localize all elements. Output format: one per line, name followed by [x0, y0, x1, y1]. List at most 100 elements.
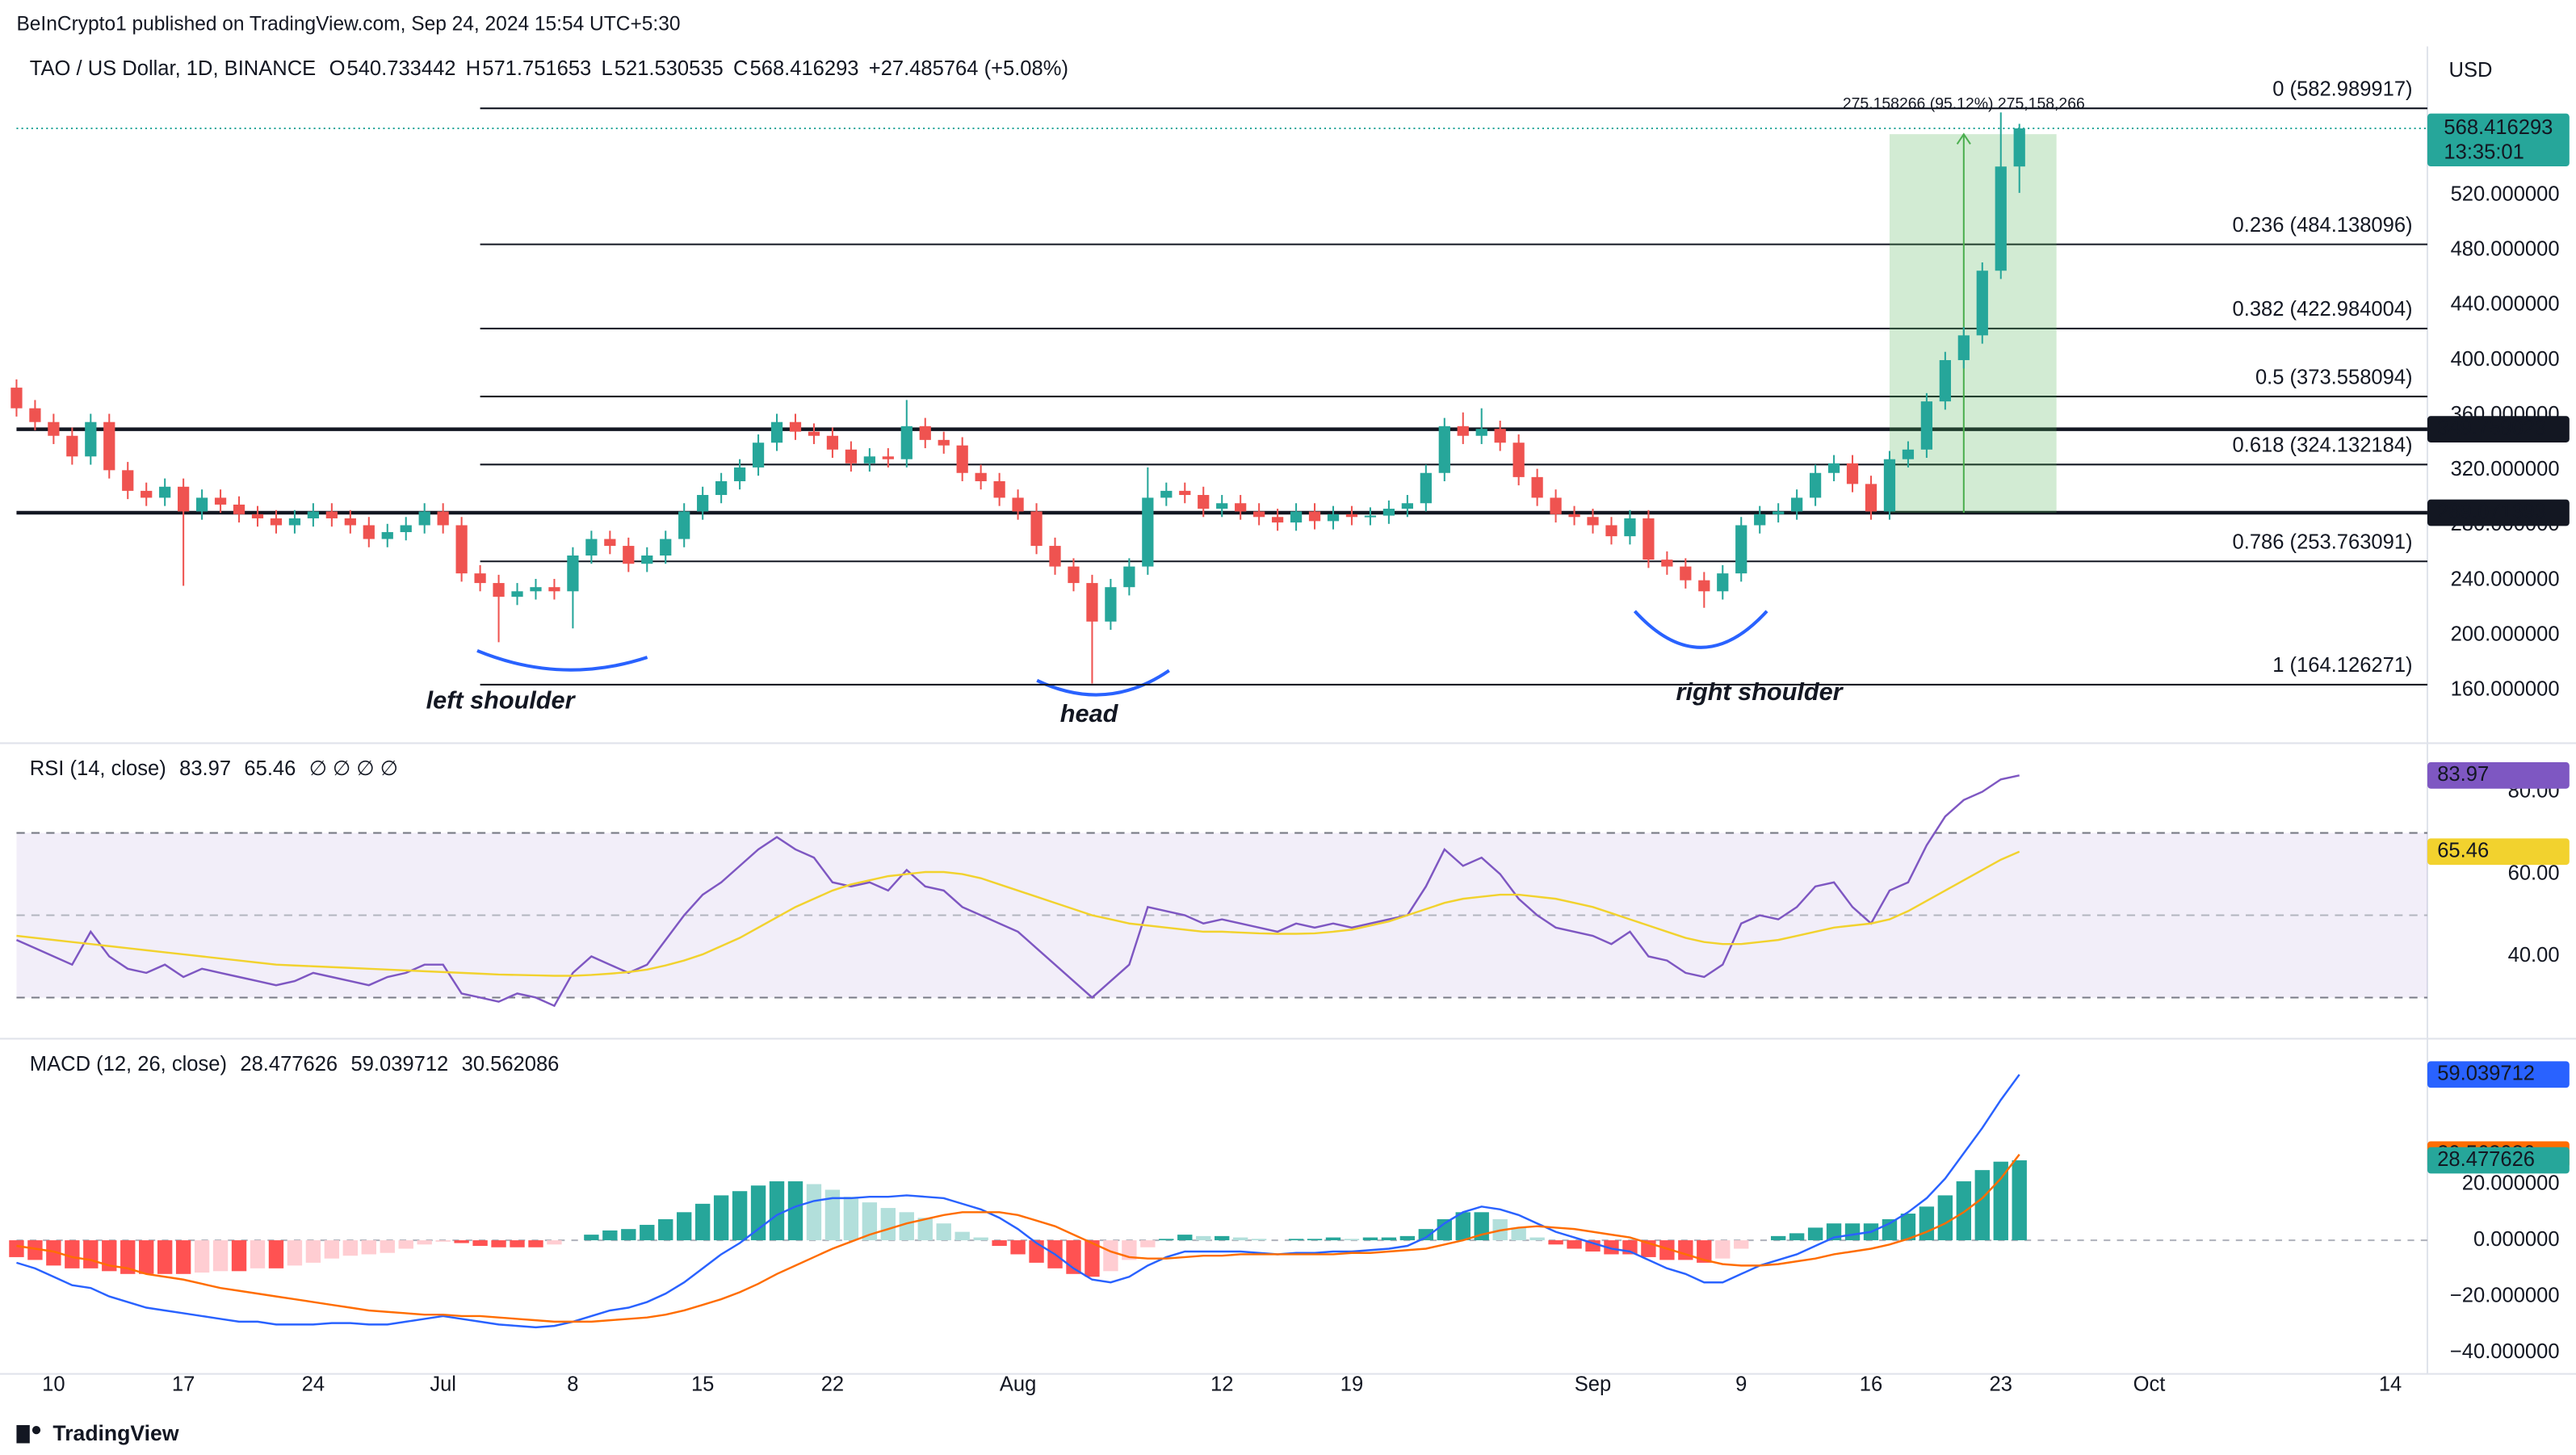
legend-text: +27.485764 (+5.08%)	[869, 57, 1068, 80]
histogram-bar	[1010, 1240, 1026, 1255]
histogram-bar	[120, 1240, 136, 1274]
candle-body	[623, 546, 635, 564]
histogram-bar	[899, 1212, 914, 1241]
histogram-bar	[1993, 1161, 2008, 1241]
fib-label: 0.382 (422.984004)	[2233, 298, 2413, 321]
x-tick-label: 10	[42, 1373, 65, 1396]
histogram-bar	[212, 1240, 229, 1272]
histogram-bar	[2012, 1160, 2027, 1241]
level-tag-bg	[2427, 416, 2570, 442]
measure-box	[1889, 134, 2057, 514]
x-tick-label: Oct	[2133, 1373, 2166, 1396]
histogram-bar	[1900, 1214, 1916, 1241]
legend-text: 59.039712	[350, 1053, 448, 1076]
candle-body	[1253, 511, 1265, 518]
histogram-bar	[324, 1240, 340, 1259]
candle-body	[548, 587, 560, 592]
histogram-bar	[584, 1235, 599, 1241]
histogram-bar	[472, 1240, 488, 1247]
candle-body	[993, 480, 1005, 498]
x-tick-label: 16	[1860, 1373, 1882, 1396]
candle-body	[66, 435, 78, 457]
indicator-line	[15, 774, 2020, 1008]
y-tick-label: 160.000000	[2451, 678, 2560, 701]
candle-body	[1457, 426, 1469, 436]
histogram-bar	[1196, 1235, 1211, 1241]
fib-label: 0 (582.989917)	[2272, 78, 2412, 100]
y-tick-label: 320.000000	[2451, 458, 2560, 480]
pattern-label: right shoulder	[1676, 678, 1844, 706]
histogram-bar	[139, 1240, 154, 1274]
histogram-bar	[1697, 1240, 1712, 1263]
candle-body	[1068, 566, 1080, 584]
candle-body	[938, 439, 950, 446]
histogram-bar	[1659, 1240, 1675, 1260]
histogram-bar	[1734, 1240, 1749, 1249]
histogram-bar	[917, 1218, 933, 1241]
candle-body	[103, 421, 115, 471]
current-price-tag: 568.416293	[2444, 116, 2553, 139]
legend-text: 30.562086	[462, 1053, 560, 1076]
histogram-bar	[1140, 1240, 1156, 1247]
legend-text: L	[602, 57, 613, 80]
indicator-tag-bg	[2427, 1147, 2570, 1174]
level-tag: 349.759023	[2437, 417, 2546, 439]
pattern-arc	[1036, 669, 1170, 697]
histogram-bar	[510, 1240, 525, 1247]
histogram-bar	[1215, 1235, 1230, 1241]
candle-body	[251, 514, 264, 518]
candle-body	[159, 486, 171, 498]
candle-body	[660, 539, 672, 556]
histogram-bar	[342, 1240, 359, 1256]
y-tick-label: 440.000000	[2451, 293, 2560, 316]
x-tick-label: 22	[821, 1373, 844, 1396]
legend-text: MACD (12, 26, close)	[30, 1053, 227, 1076]
indicator-tag: 59.039712	[2437, 1063, 2535, 1085]
candle-body	[307, 511, 320, 518]
candle-body	[214, 497, 227, 505]
histogram-bar	[528, 1240, 543, 1247]
candle-body	[697, 495, 709, 512]
fib-label: 0.236 (484.138096)	[2233, 214, 2413, 237]
candle-body	[1235, 503, 1247, 512]
histogram-bar	[1678, 1240, 1693, 1260]
histogram-bar	[231, 1240, 247, 1272]
histogram-bar	[1418, 1229, 1434, 1241]
candle-body	[325, 511, 338, 518]
candle-body	[1827, 463, 1840, 473]
histogram-bar	[1325, 1237, 1341, 1241]
histogram-bar	[787, 1181, 803, 1241]
legend-text: 540.733442	[347, 57, 456, 80]
x-tick-label: 12	[1210, 1373, 1233, 1396]
histogram-bar	[491, 1240, 506, 1247]
histogram-bar	[658, 1218, 673, 1241]
candle-body	[195, 497, 208, 512]
candle-body	[1438, 426, 1450, 473]
histogram-bar	[1548, 1240, 1563, 1245]
histogram-bar	[435, 1240, 451, 1242]
candle-body	[1512, 442, 1525, 477]
x-tick-label: 8	[567, 1373, 578, 1396]
histogram-bar	[1251, 1239, 1267, 1241]
candle-body	[48, 421, 60, 436]
y-tick-label: 480.000000	[2451, 237, 2560, 260]
histogram-bar	[1937, 1195, 1953, 1241]
candle-body	[789, 421, 802, 432]
y-tick-label: 520.000000	[2451, 182, 2560, 205]
histogram-bar	[1307, 1239, 1323, 1241]
candle-body	[845, 449, 858, 463]
histogram-bar	[694, 1203, 711, 1241]
footer-logo: TradingView	[16, 1421, 179, 1445]
currency: USD	[2449, 59, 2493, 82]
histogram-bar	[1511, 1227, 1526, 1241]
y-tick-label: 40.00	[2508, 944, 2560, 967]
histogram-bar	[157, 1240, 173, 1274]
level-tag: 289.071393	[2437, 501, 2546, 523]
candle-body	[826, 435, 839, 450]
histogram-bar	[1159, 1239, 1174, 1241]
indicator-tag-bg	[2427, 838, 2570, 866]
candle-body	[1865, 484, 1877, 512]
histogram-bar	[824, 1189, 841, 1241]
